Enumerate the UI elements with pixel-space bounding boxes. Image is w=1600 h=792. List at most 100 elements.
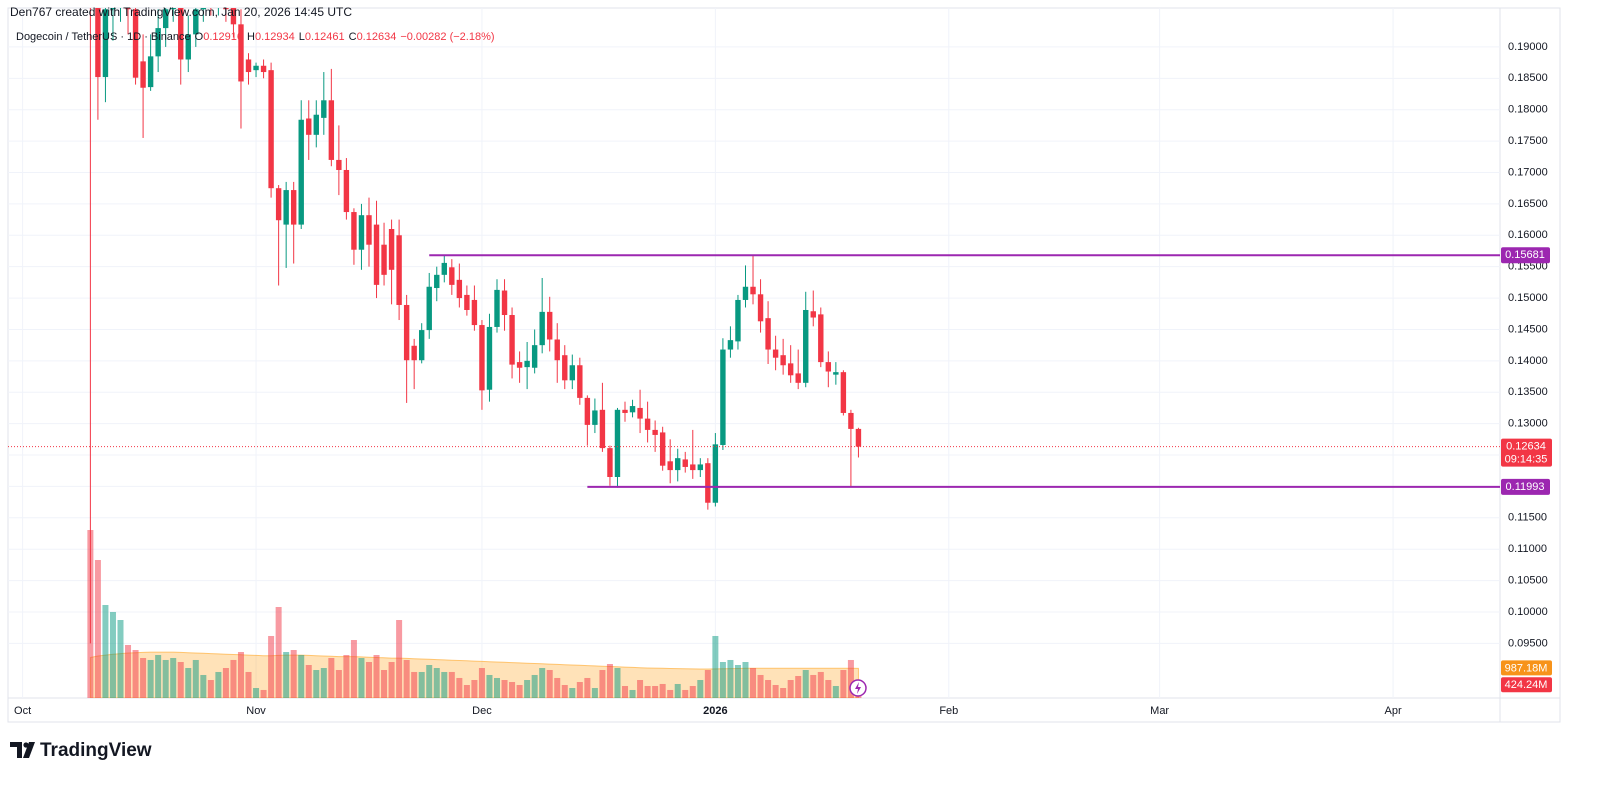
volume-bar (260, 689, 267, 698)
candle-body (592, 410, 598, 425)
candle-body (343, 169, 350, 213)
candle-body (223, 8, 229, 10)
volume-bar (245, 671, 252, 698)
volume-bar (471, 680, 478, 698)
candle-body (803, 309, 809, 383)
volume-bar (185, 668, 192, 698)
candle-body (584, 397, 591, 425)
candle-body (825, 362, 832, 372)
candle-body (742, 286, 749, 300)
candle-body (757, 294, 764, 322)
candle-body (306, 118, 312, 135)
candle-body (253, 65, 259, 71)
candle-body (547, 311, 553, 340)
candle-body (494, 289, 500, 327)
volume-bar (162, 659, 169, 698)
candle-body (531, 345, 538, 368)
volume-ma-label: 987.18M (1505, 662, 1548, 674)
volume-bar (765, 680, 772, 698)
y-tick-label: 0.13500 (1508, 386, 1548, 398)
level-label: 0.15681 (1505, 249, 1545, 261)
volume-bar (682, 689, 689, 698)
candle-body (690, 464, 696, 471)
volume-bar (599, 670, 606, 698)
candle-body (644, 418, 651, 430)
candle-body (524, 360, 530, 368)
y-tick-label: 0.17500 (1508, 135, 1548, 147)
candle-body (516, 362, 523, 368)
volume-bar (524, 680, 531, 698)
x-tick-label: Nov (246, 705, 266, 717)
candle-body (170, 8, 176, 10)
candle-body (780, 355, 786, 366)
volume-bar (343, 655, 350, 698)
candle-body (260, 65, 267, 73)
volume-bar (795, 676, 802, 698)
volume-bar (381, 670, 388, 698)
legend-value: 0.12461 (305, 31, 345, 43)
volume-bar (652, 686, 659, 698)
candle-body (95, 8, 101, 78)
volume-bar (94, 560, 101, 698)
y-tick-label: 0.13000 (1508, 418, 1548, 430)
volume-bar (734, 665, 741, 698)
candle-body (321, 100, 327, 118)
volume-bar (757, 674, 764, 698)
candle-body (675, 458, 681, 471)
volume-bar (411, 671, 418, 698)
volume-bar (847, 659, 854, 698)
volume-bar (667, 689, 674, 698)
credit: Den767 created with TradingView.com, Jan… (10, 5, 352, 19)
candle-body (200, 8, 207, 10)
candle-body (441, 262, 447, 275)
volume-bar (674, 683, 681, 698)
volume-bar (132, 650, 139, 698)
volume-bar (546, 670, 553, 698)
volume-bar (298, 655, 305, 698)
candle-body (720, 349, 726, 445)
candle-body (840, 372, 847, 413)
volume-bar (268, 635, 275, 698)
candle-body (140, 61, 146, 88)
candle-body (795, 373, 801, 383)
volume-bar (750, 668, 757, 698)
x-tick-label: Oct (14, 705, 31, 717)
candle-body (418, 330, 425, 361)
y-tick-label: 0.16000 (1508, 229, 1548, 241)
volume-bar (177, 662, 184, 698)
candle-body (373, 224, 380, 285)
volume-bar (463, 685, 470, 698)
y-tick-label: 0.17000 (1508, 166, 1548, 178)
candle-body (208, 0, 213, 3)
candle-body (486, 326, 493, 390)
candle-body (750, 286, 756, 295)
candle-body (855, 428, 862, 447)
volume-bar (509, 682, 516, 698)
volume-bar (569, 688, 576, 698)
candle-body (351, 212, 357, 250)
volume-bar (629, 689, 636, 698)
candle-body (178, 8, 184, 60)
volume-bar (200, 674, 207, 698)
level-label: 0.11993 (1506, 481, 1545, 493)
candle-body (554, 339, 560, 361)
brand-logo (10, 742, 35, 758)
volume-ma-label-bg (1501, 660, 1552, 676)
candle-body (810, 311, 816, 318)
y-tick-label: 0.09500 (1508, 637, 1548, 649)
y-tick-label: 0.18000 (1508, 104, 1548, 116)
volume-bar (501, 680, 508, 698)
last-price-label: 0.12634 (1506, 441, 1546, 453)
volume-bar (802, 670, 809, 698)
volume-bar (606, 664, 613, 698)
candle-body (562, 355, 568, 381)
y-tick-label: 0.11500 (1508, 512, 1547, 524)
candle-body (577, 365, 583, 398)
volume-bar (704, 670, 711, 698)
volume-bar (825, 680, 832, 698)
x-tick-label: Feb (939, 705, 958, 717)
y-tick-label: 0.19000 (1508, 41, 1548, 53)
candle-body (381, 244, 387, 275)
candle-body (132, 9, 139, 78)
